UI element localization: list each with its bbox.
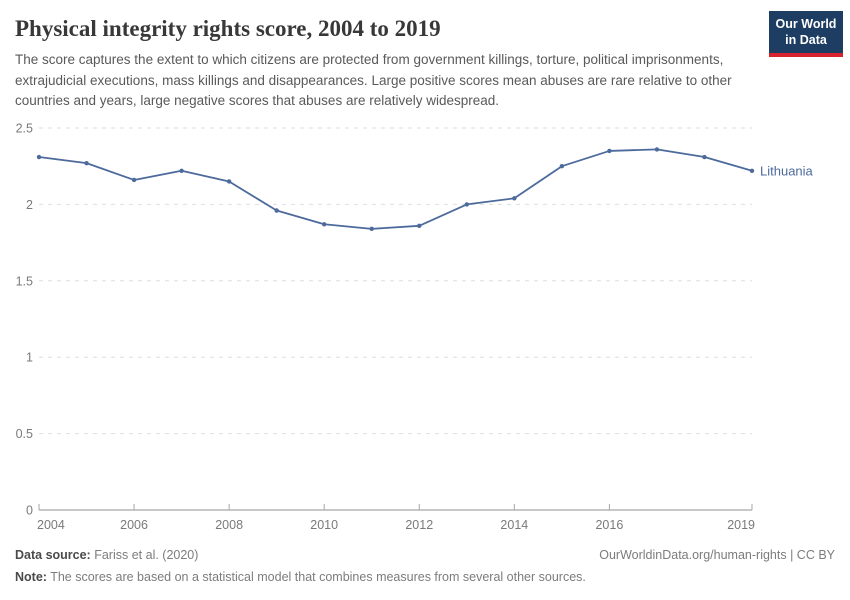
svg-text:2016: 2016 — [595, 518, 623, 532]
svg-text:2.5: 2.5 — [16, 122, 33, 136]
data-points — [36, 147, 755, 232]
datasource-value: Fariss et al. (2020) — [94, 548, 199, 562]
datasource: Data source: Fariss et al. (2020) — [15, 546, 198, 564]
owid-logo-line2: in Data — [785, 32, 827, 47]
note-label: Note: — [15, 570, 47, 585]
page-title: Physical integrity rights score, 2004 to… — [15, 16, 441, 41]
svg-text:2: 2 — [26, 198, 33, 212]
svg-text:1: 1 — [26, 351, 33, 365]
license-link[interactable]: OurWorldinData.org/human-rights | CC BY — [599, 548, 835, 562]
series-label: Lithuania — [760, 163, 814, 178]
line-chart: 0 0.5 1 1.5 2 2.5 2004 2006 2008 2010 2012 2014 2016… — [16, 122, 814, 533]
svg-text:1.5: 1.5 — [16, 274, 33, 288]
note-value: The scores are based on a statistical mo… — [50, 570, 586, 585]
x-axis: 2004 2006 2008 2010 2012 2014 2016 2019 — [37, 504, 755, 532]
y-gridlines: 0 0.5 1 1.5 2 2.5 — [16, 122, 752, 518]
owid-logo: Our World in Data — [769, 11, 843, 58]
svg-text:0.5: 0.5 — [16, 427, 33, 441]
datasource-label: Data source: — [15, 548, 91, 562]
svg-text:2004: 2004 — [37, 518, 65, 532]
svg-text:2019: 2019 — [727, 518, 755, 532]
svg-text:0: 0 — [26, 504, 33, 518]
svg-text:2008: 2008 — [215, 518, 243, 532]
chart-header: Physical integrity rights score, 2004 to… — [15, 16, 835, 111]
owid-logo-line1: Our World — [775, 17, 837, 31]
chart-footer: Data source: Fariss et al. (2020) OurWor… — [15, 546, 835, 586]
svg-text:2010: 2010 — [310, 518, 338, 532]
chart-subtitle: The score captures the extent to which c… — [15, 52, 732, 108]
svg-text:2014: 2014 — [500, 518, 528, 532]
chart-area: 0 0.5 1 1.5 2 2.5 2004 2006 2008 2010 2012 2014 2016… — [0, 115, 850, 545]
chart-note: Note: The scores are based on a statisti… — [15, 568, 835, 586]
svg-text:2006: 2006 — [120, 518, 148, 532]
data-line — [38, 148, 753, 230]
svg-text:2012: 2012 — [405, 518, 433, 532]
